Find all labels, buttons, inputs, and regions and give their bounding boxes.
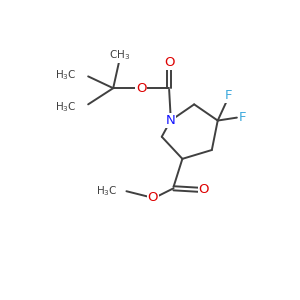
Text: H$_3$C: H$_3$C <box>55 68 76 82</box>
Text: O: O <box>148 190 158 204</box>
Text: O: O <box>164 56 174 69</box>
Text: O: O <box>198 183 209 196</box>
Text: H$_3$C: H$_3$C <box>55 100 76 114</box>
Text: CH$_3$: CH$_3$ <box>109 48 130 62</box>
Text: F: F <box>239 111 247 124</box>
Text: H$_3$C: H$_3$C <box>96 184 118 197</box>
Text: O: O <box>136 82 146 95</box>
Text: N: N <box>166 114 176 127</box>
Text: F: F <box>224 89 232 102</box>
